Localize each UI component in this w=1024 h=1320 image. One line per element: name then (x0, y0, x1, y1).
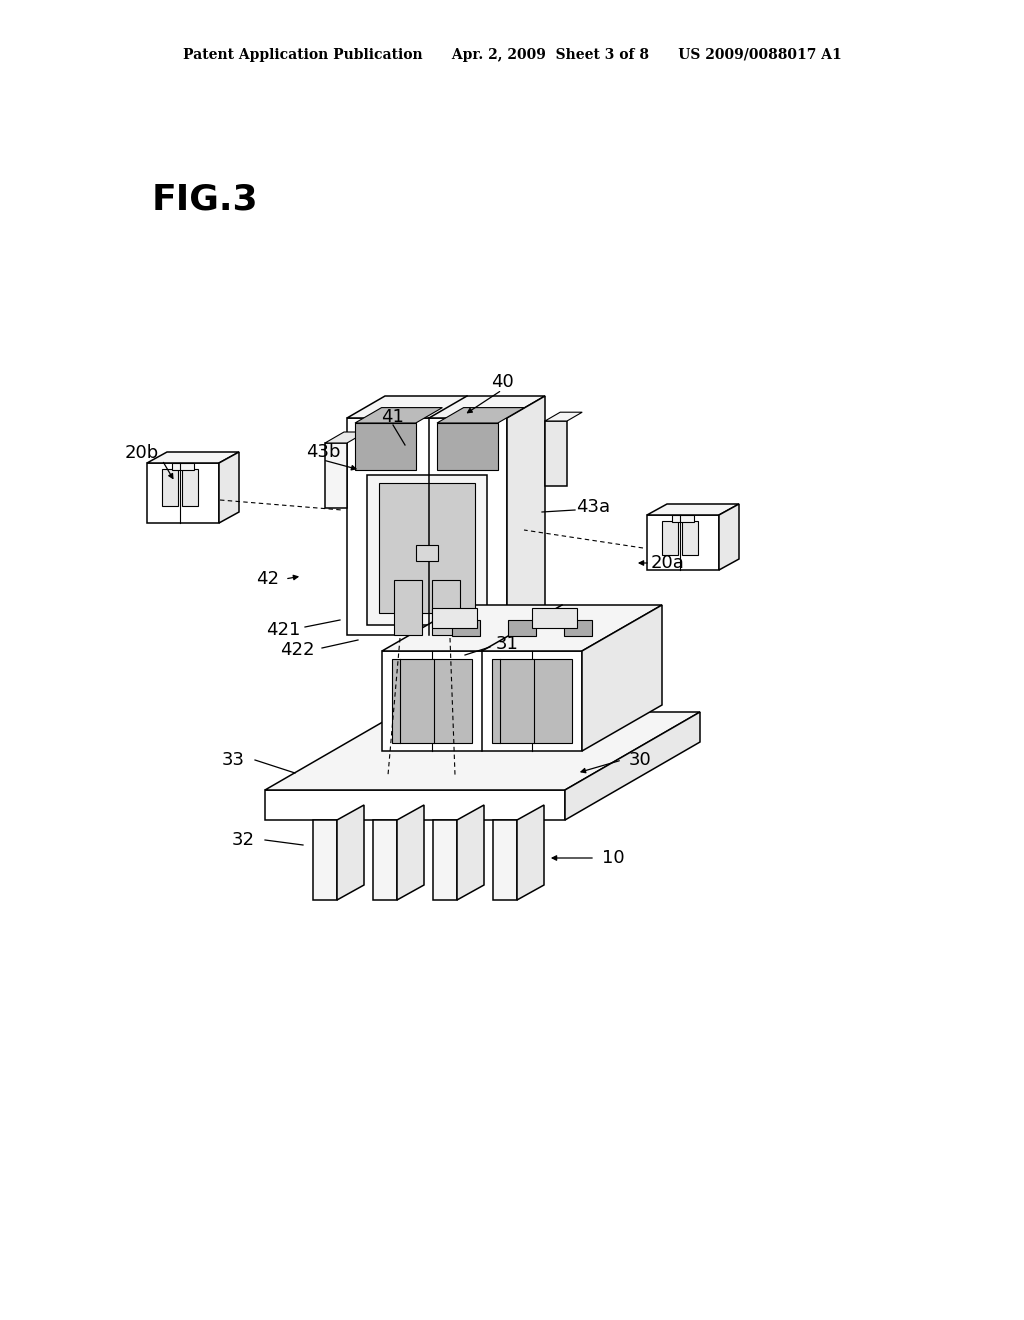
Polygon shape (507, 396, 545, 635)
Polygon shape (672, 515, 694, 521)
Polygon shape (219, 451, 239, 523)
Polygon shape (545, 421, 567, 486)
Polygon shape (437, 408, 524, 422)
Polygon shape (452, 620, 480, 636)
Polygon shape (392, 659, 472, 743)
Text: Patent Application Publication      Apr. 2, 2009  Sheet 3 of 8      US 2009/0088: Patent Application Publication Apr. 2, 2… (182, 48, 842, 62)
Polygon shape (508, 620, 536, 636)
Polygon shape (265, 789, 565, 820)
Polygon shape (367, 475, 487, 624)
Text: 30: 30 (629, 751, 651, 770)
Polygon shape (325, 444, 347, 508)
Polygon shape (437, 422, 498, 470)
Polygon shape (682, 520, 698, 554)
Polygon shape (382, 605, 662, 651)
Polygon shape (564, 620, 592, 636)
Text: 31: 31 (496, 635, 518, 653)
Polygon shape (647, 515, 719, 570)
Polygon shape (394, 579, 422, 635)
Polygon shape (397, 805, 424, 900)
Polygon shape (147, 451, 239, 463)
Text: 421: 421 (266, 620, 300, 639)
Polygon shape (532, 609, 577, 628)
Polygon shape (719, 504, 739, 570)
Polygon shape (265, 711, 700, 789)
Polygon shape (382, 651, 582, 751)
Polygon shape (313, 820, 337, 900)
Polygon shape (337, 805, 364, 900)
Polygon shape (147, 463, 219, 523)
Polygon shape (355, 408, 442, 422)
Polygon shape (379, 483, 475, 612)
Text: 41: 41 (382, 408, 404, 426)
Polygon shape (493, 820, 517, 900)
Polygon shape (416, 545, 438, 561)
Polygon shape (565, 711, 700, 820)
Polygon shape (662, 520, 678, 554)
Text: 32: 32 (231, 832, 255, 849)
Polygon shape (432, 579, 460, 635)
Text: FIG.3: FIG.3 (152, 183, 259, 216)
Text: 42: 42 (256, 570, 280, 587)
Polygon shape (325, 432, 366, 444)
Text: 10: 10 (602, 849, 625, 867)
Text: 422: 422 (280, 642, 314, 659)
Text: 43a: 43a (575, 498, 610, 516)
Polygon shape (347, 396, 545, 418)
Polygon shape (647, 504, 739, 515)
Polygon shape (457, 805, 484, 900)
Polygon shape (355, 422, 416, 470)
Text: 20a: 20a (651, 554, 685, 572)
Polygon shape (492, 659, 572, 743)
Polygon shape (433, 820, 457, 900)
Polygon shape (432, 609, 477, 628)
Polygon shape (172, 463, 194, 470)
Polygon shape (347, 418, 507, 635)
Polygon shape (582, 605, 662, 751)
Polygon shape (545, 412, 583, 421)
Text: 20b: 20b (125, 444, 159, 462)
Polygon shape (373, 820, 397, 900)
Polygon shape (517, 805, 544, 900)
Text: 33: 33 (221, 751, 245, 770)
Text: 40: 40 (490, 374, 513, 391)
Polygon shape (182, 469, 199, 506)
Polygon shape (162, 469, 178, 506)
Text: 43b: 43b (306, 444, 340, 461)
